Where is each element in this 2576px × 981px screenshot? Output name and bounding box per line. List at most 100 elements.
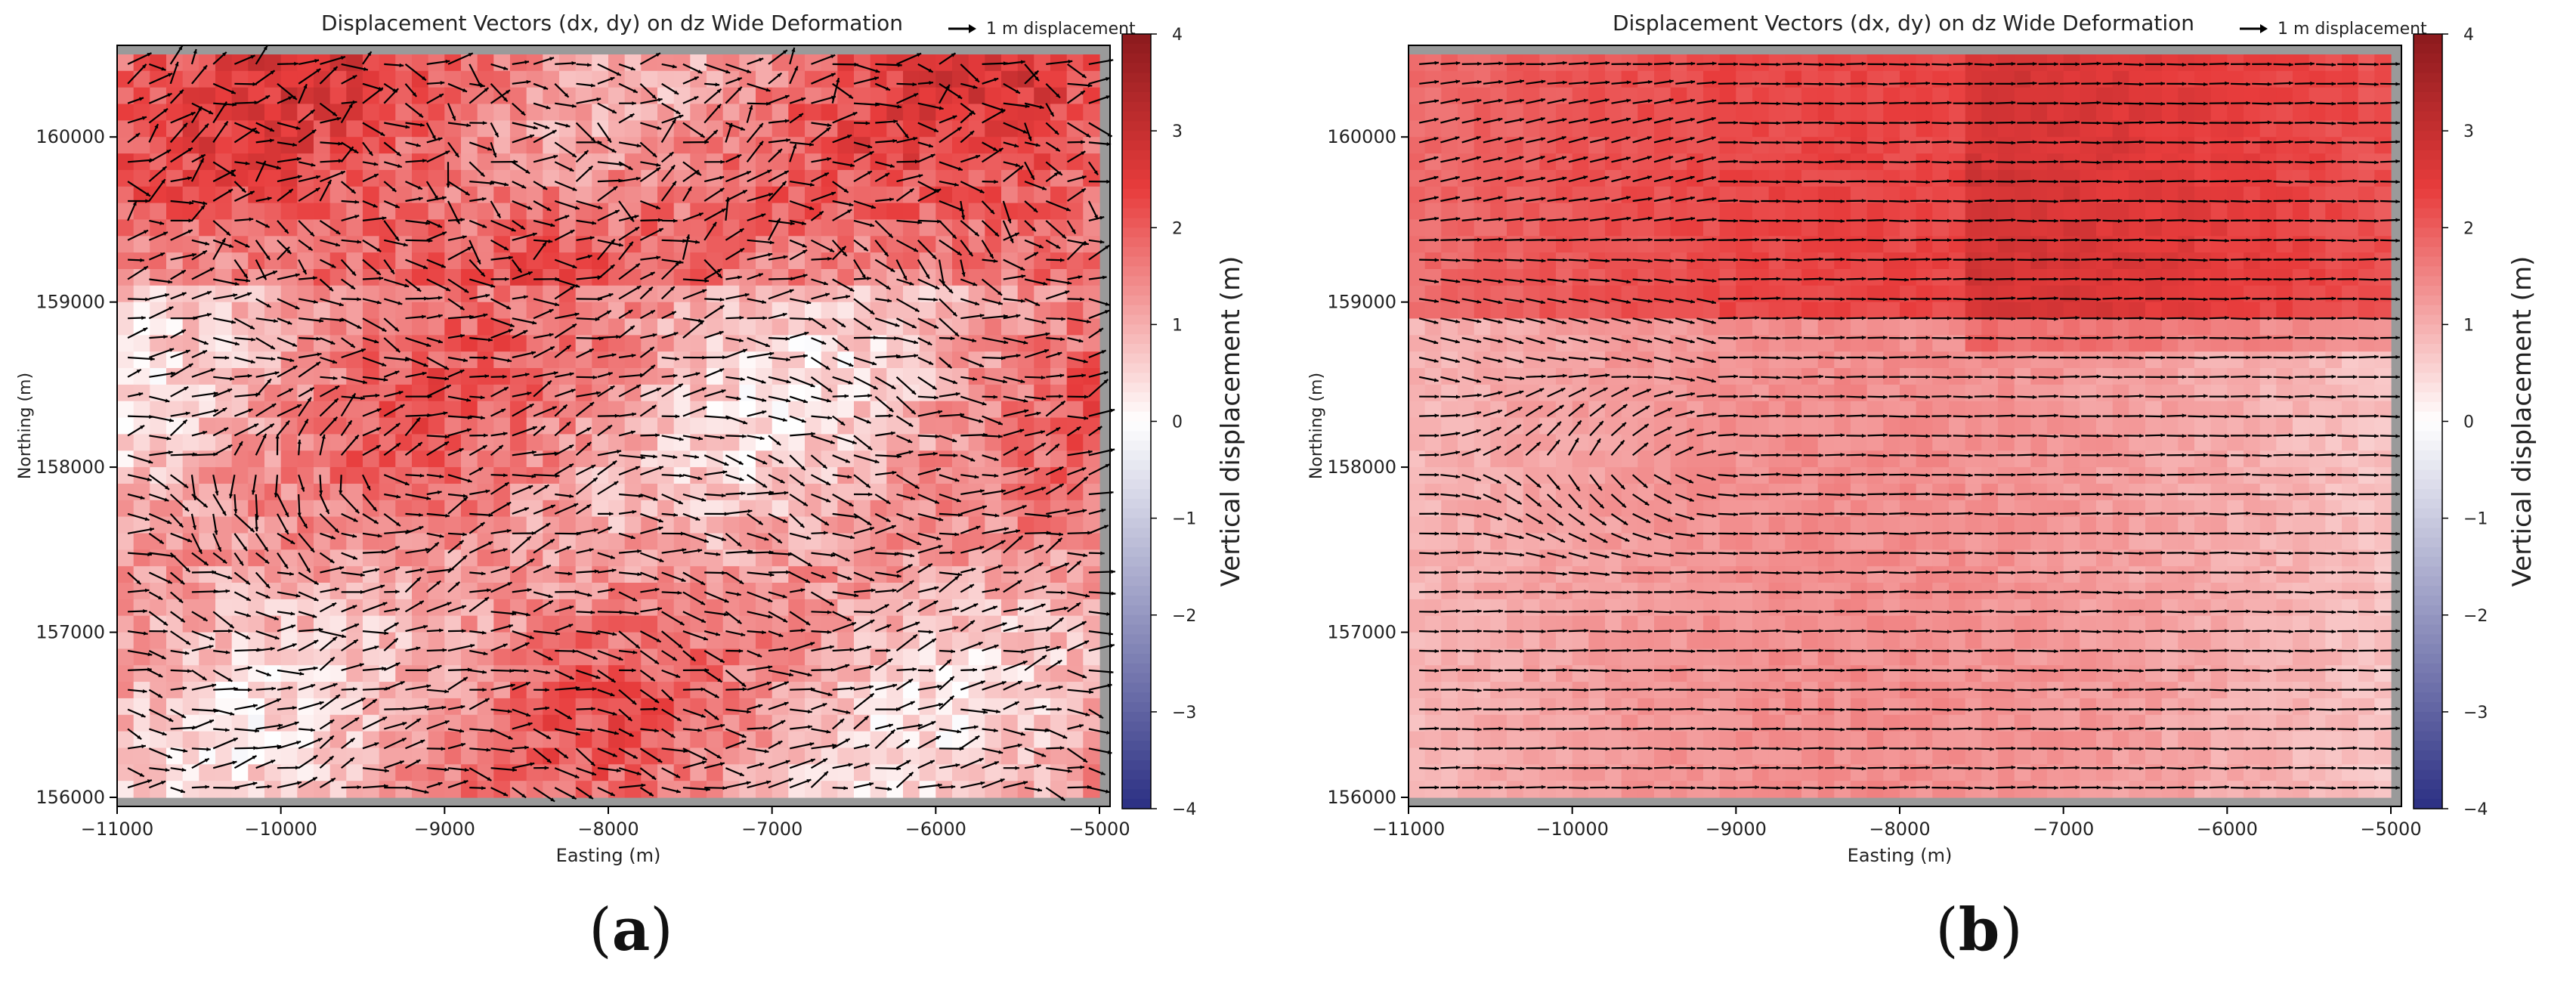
dz-cell (756, 169, 773, 187)
dz-cell (952, 351, 969, 369)
vector-arrow (447, 52, 474, 65)
arrow-head (482, 224, 487, 228)
dz-cell (592, 566, 609, 583)
arrow-head (993, 147, 997, 151)
arrow-head (501, 409, 506, 413)
dz-cell (608, 87, 626, 105)
dz-cell (903, 384, 920, 402)
dz-cell (461, 450, 478, 468)
dz-cell (756, 533, 773, 550)
dz-cell (150, 368, 167, 385)
dz-cell (215, 417, 233, 435)
arrow-head (801, 97, 806, 101)
vector-arrow (1067, 450, 1093, 456)
arrow-head (632, 101, 636, 106)
dz-cell (854, 368, 871, 385)
dz-cell (641, 500, 658, 518)
dz-cell (297, 648, 314, 666)
arrow-head (616, 72, 621, 76)
dz-cell (886, 169, 904, 187)
arrow-head (332, 112, 337, 116)
dz-cell (657, 434, 675, 451)
dz-cell (182, 302, 199, 320)
arrow-head (1054, 130, 1059, 135)
dz-cell (329, 599, 347, 617)
dz-cell (870, 781, 887, 798)
vector-arrow (191, 391, 218, 398)
arrow-head (849, 363, 854, 367)
dz-cell (854, 186, 871, 204)
dz-cell (1050, 714, 1068, 732)
arrow-head (822, 464, 827, 469)
arrow-head (416, 417, 421, 422)
dz-cell (133, 467, 150, 484)
dz-cell (707, 252, 724, 270)
vector-arrow (169, 494, 190, 512)
arrow-head (247, 292, 252, 296)
arrow-head (553, 371, 558, 376)
arrow-head (422, 265, 428, 269)
dz-cell (952, 302, 969, 320)
dz-cell (231, 384, 249, 402)
dz-cell (314, 467, 331, 484)
dz-cell (1001, 747, 1019, 765)
dz-cell (363, 533, 380, 550)
dz-cell (461, 137, 478, 154)
vector-arrow (170, 363, 193, 378)
arrow-head (1062, 234, 1066, 239)
arrow-head (203, 201, 208, 206)
dz-cell (231, 401, 249, 419)
arrow-head (357, 240, 362, 244)
dz-cell (363, 137, 380, 154)
dz-cell (805, 285, 822, 303)
dz-cell (886, 368, 904, 385)
vector-arrow (597, 185, 618, 202)
vector-arrow (277, 175, 302, 183)
arrow-head (827, 416, 832, 420)
dz-cell (493, 70, 511, 88)
dz-cell (608, 153, 626, 171)
dz-cell (314, 566, 331, 583)
dz-cell (641, 351, 658, 369)
vector-arrow (320, 170, 346, 183)
dz-cell (297, 169, 314, 187)
dz-cell (870, 533, 887, 550)
dz-cell (493, 186, 511, 204)
arrow-head (351, 189, 356, 193)
arrow-head (1105, 310, 1109, 314)
dz-cell (657, 747, 675, 765)
arrow-head (229, 494, 233, 499)
dz-cell (477, 252, 494, 270)
dz-cell (199, 764, 216, 781)
arrow-head (698, 212, 704, 217)
dz-cell (461, 747, 478, 765)
dz-cell (264, 384, 282, 402)
arrow-head (200, 205, 206, 210)
dz-cell (870, 665, 887, 682)
dz-cell (444, 632, 462, 649)
arrow-head (481, 83, 485, 88)
arrow-head (154, 124, 159, 129)
dz-cell (329, 87, 347, 105)
dz-cell (919, 599, 936, 617)
dz-cell (985, 318, 1002, 336)
dz-cell (1017, 384, 1034, 402)
dz-cell (854, 70, 871, 88)
arrow-head (801, 221, 806, 225)
arrow-head (612, 460, 617, 466)
arrow-head (785, 336, 790, 341)
dz-cell (559, 516, 577, 534)
dz-cell (1083, 70, 1100, 88)
dz-cell (559, 318, 577, 336)
arrow-head (611, 353, 617, 357)
dz-cell (870, 500, 887, 518)
arrow-head (759, 123, 763, 128)
dz-cell (608, 169, 626, 187)
dz-cell (592, 731, 609, 748)
arrow-head (671, 311, 676, 315)
arrow-head (632, 412, 636, 416)
dz-cell (903, 599, 920, 617)
dz-cell (133, 698, 150, 716)
vector-arrow (704, 454, 729, 466)
arrow-head (288, 388, 293, 392)
